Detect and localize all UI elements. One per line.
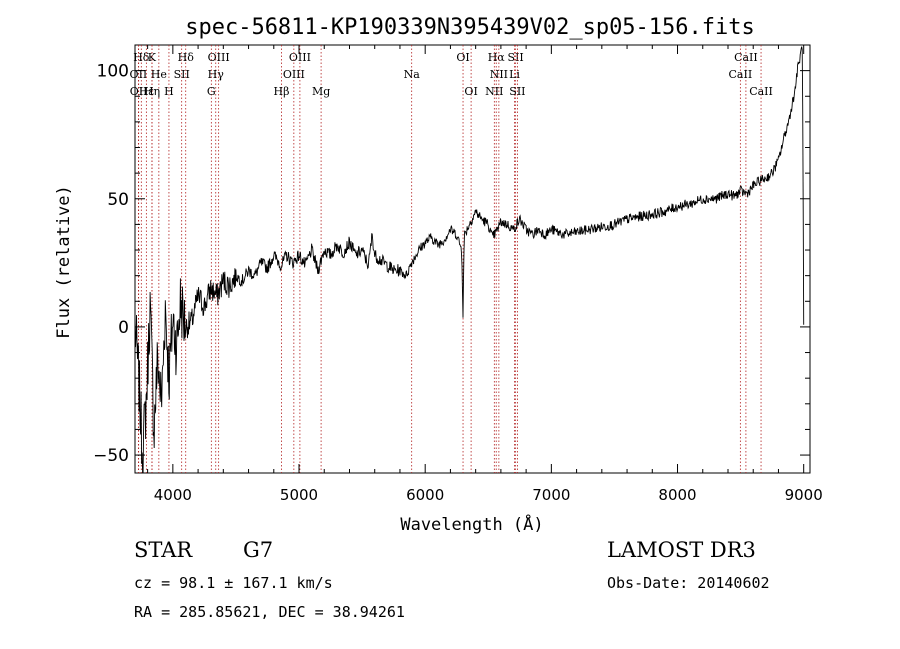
y-axis-label: Flux (relative) bbox=[54, 185, 74, 339]
marker-label: NII bbox=[485, 85, 503, 98]
marker-label: OIII bbox=[208, 51, 230, 64]
x-tick-label: 6000 bbox=[406, 486, 444, 504]
y-tick-label: −50 bbox=[93, 446, 129, 466]
x-tick-label: 5000 bbox=[280, 486, 318, 504]
marker-label: Mg bbox=[312, 85, 330, 98]
obs-date: Obs-Date: 20140602 bbox=[607, 574, 770, 592]
marker-label: Li bbox=[509, 68, 520, 81]
object-subclass: G7 bbox=[243, 538, 274, 562]
x-axis-label: Wavelength (Å) bbox=[400, 513, 543, 535]
x-tick-label: 4000 bbox=[154, 486, 192, 504]
marker-label: CaII bbox=[749, 85, 773, 98]
x-tick-label: 8000 bbox=[658, 486, 696, 504]
marker-label: OIII bbox=[283, 68, 305, 81]
marker-label: OI bbox=[456, 51, 469, 64]
marker-label: SII bbox=[509, 85, 525, 98]
axis-ticks: 4000 5000 6000 7000 8000 9000 −50 0 50 100 bbox=[93, 45, 823, 504]
marker-label: CaII bbox=[729, 68, 753, 81]
survey-name: LAMOST DR3 bbox=[607, 538, 756, 562]
flux-series bbox=[134, 46, 805, 474]
marker-label: Hη bbox=[144, 85, 160, 98]
marker-label: Hγ bbox=[208, 68, 225, 81]
marker-label: Na bbox=[404, 68, 421, 81]
marker-label: Hβ bbox=[274, 85, 290, 98]
redshift-readout: cz = 98.1 ± 167.1 km/s bbox=[134, 574, 333, 592]
marker-label: OII bbox=[130, 85, 148, 98]
marker-label: SII bbox=[508, 51, 524, 64]
marker-label: He bbox=[151, 68, 167, 81]
y-tick-label: 50 bbox=[107, 190, 129, 210]
marker-label: Hα bbox=[488, 51, 506, 64]
marker-label: Hε bbox=[139, 85, 155, 98]
marker-label: CaII bbox=[734, 51, 758, 64]
x-tick-label: 7000 bbox=[532, 486, 570, 504]
chart-title: spec-56811-KP190339N395439V02_sp05-156.f… bbox=[185, 15, 755, 40]
y-tick-label: 100 bbox=[97, 62, 129, 82]
flux-line bbox=[134, 46, 805, 474]
plot-frame bbox=[134, 44, 811, 474]
marker-label: SII bbox=[174, 68, 190, 81]
marker-label: Hδ bbox=[133, 51, 150, 64]
marker-label: Hδ bbox=[178, 51, 195, 64]
y-tick-label: 0 bbox=[118, 318, 129, 338]
x-tick-label: 9000 bbox=[785, 486, 823, 504]
object-class: STAR bbox=[134, 538, 193, 562]
coordinates: RA = 285.85621, DEC = 38.94261 bbox=[134, 603, 405, 621]
marker-label: K bbox=[148, 51, 157, 64]
marker-label: OIII bbox=[289, 51, 311, 64]
marker-label: OI bbox=[464, 85, 477, 98]
marker-label: H bbox=[164, 85, 174, 98]
marker-label: G bbox=[207, 85, 216, 98]
marker-label: NII bbox=[490, 68, 508, 81]
